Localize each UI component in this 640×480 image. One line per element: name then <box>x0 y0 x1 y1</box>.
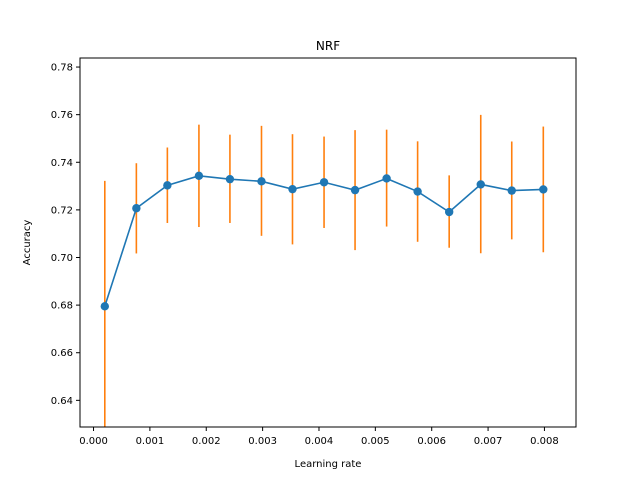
y-tick-label: 0.72 <box>51 205 73 216</box>
data-point <box>194 171 204 181</box>
x-tick-label: 0.004 <box>305 436 334 447</box>
chart-title: NRF <box>316 39 340 53</box>
x-tick-label: 0.002 <box>192 436 221 447</box>
x-tick-label: 0.005 <box>361 436 390 447</box>
y-tick-label: 0.76 <box>51 110 73 121</box>
data-point <box>163 181 172 190</box>
x-tick-label: 0.003 <box>248 436 277 447</box>
y-tick-label: 0.78 <box>51 63 73 74</box>
axes-frame <box>79 57 577 428</box>
y-tick-label: 0.68 <box>51 301 73 312</box>
x-tick-label: 0.000 <box>79 436 108 447</box>
x-axis-ticks: 0.000 0.001 0.002 0.003 0.004 0.005 0.006 0.007… <box>79 427 559 447</box>
y-axis-label: Accuracy <box>22 220 33 266</box>
x-tick-label: 0.008 <box>530 436 559 447</box>
data-point <box>476 180 485 189</box>
data-point <box>319 178 329 187</box>
data-point <box>350 185 360 195</box>
data-point <box>413 187 422 196</box>
x-tick-label: 0.001 <box>136 436 165 447</box>
y-axis-ticks: 0.64 0.66 0.68 0.70 0.72 0.74 0.76 0.78 <box>51 63 80 407</box>
data-point <box>225 174 235 184</box>
data-point <box>288 184 297 194</box>
y-tick-label: 0.74 <box>51 158 73 169</box>
data-point <box>507 186 516 195</box>
y-tick-label: 0.70 <box>51 253 73 264</box>
data-point <box>382 174 391 183</box>
y-tick-label: 0.66 <box>51 348 73 359</box>
x-axis-label: Learning rate <box>295 459 362 470</box>
x-tick-label: 0.006 <box>417 436 446 447</box>
x-tick-label: 0.007 <box>474 436 503 447</box>
data-point <box>257 177 266 186</box>
y-tick-label: 0.64 <box>51 396 73 407</box>
data-point <box>444 207 454 217</box>
data-point <box>132 204 141 213</box>
markers <box>100 171 548 311</box>
data-point <box>100 302 110 311</box>
data-point <box>539 185 548 194</box>
